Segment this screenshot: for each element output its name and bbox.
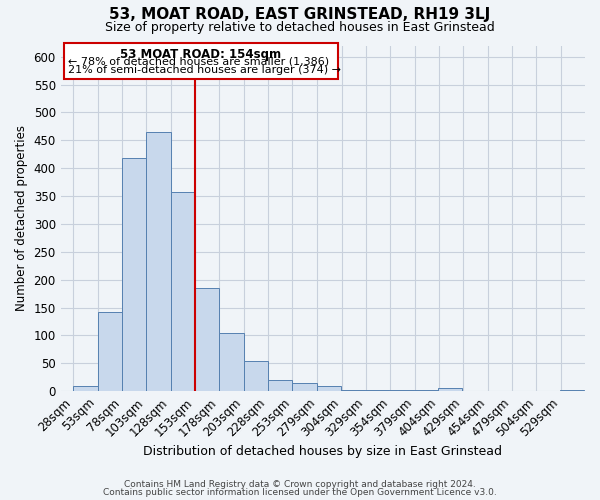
Bar (219, 332, 244, 391)
Text: Contains public sector information licensed under the Open Government Licence v3: Contains public sector information licen… (103, 488, 497, 497)
Bar (170, 192, 195, 391)
Text: Contains HM Land Registry data © Crown copyright and database right 2024.: Contains HM Land Registry data © Crown c… (124, 480, 476, 489)
Bar (146, 132, 170, 391)
X-axis label: Distribution of detached houses by size in East Grinstead: Distribution of detached houses by size … (143, 444, 502, 458)
Bar (438, 388, 463, 391)
Text: Size of property relative to detached houses in East Grinstead: Size of property relative to detached ho… (105, 21, 495, 34)
Text: ← 78% of detached houses are smaller (1,386): ← 78% of detached houses are smaller (1,… (68, 57, 329, 67)
Bar (268, 380, 292, 391)
Bar (195, 288, 219, 391)
Bar (365, 390, 389, 391)
Bar (98, 312, 122, 391)
Bar (244, 360, 268, 391)
Bar (73, 386, 98, 391)
Bar (341, 390, 365, 391)
Bar (122, 158, 146, 391)
FancyBboxPatch shape (64, 43, 338, 79)
Bar (414, 390, 438, 391)
Text: 53 MOAT ROAD: 154sqm: 53 MOAT ROAD: 154sqm (120, 48, 281, 62)
Bar (389, 390, 414, 391)
Bar (560, 390, 584, 391)
Y-axis label: Number of detached properties: Number of detached properties (15, 126, 28, 312)
Text: 21% of semi-detached houses are larger (374) →: 21% of semi-detached houses are larger (… (68, 65, 341, 75)
Text: 53, MOAT ROAD, EAST GRINSTEAD, RH19 3LJ: 53, MOAT ROAD, EAST GRINSTEAD, RH19 3LJ (109, 8, 491, 22)
Bar (292, 383, 317, 391)
Bar (317, 386, 341, 391)
